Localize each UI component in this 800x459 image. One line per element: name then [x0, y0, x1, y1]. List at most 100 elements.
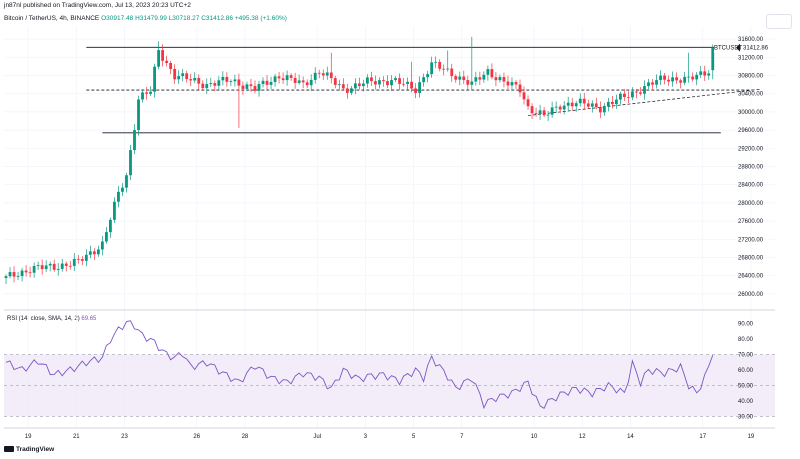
candle-body	[197, 77, 201, 84]
candle-body	[410, 81, 413, 89]
candle	[325, 66, 329, 80]
chart-control-button[interactable]	[766, 14, 792, 29]
ticker-label-bg	[714, 42, 738, 53]
candle-body	[205, 84, 209, 89]
candle-body	[438, 61, 442, 69]
candle-body	[56, 268, 60, 270]
candle	[72, 253, 76, 272]
candle	[643, 80, 646, 100]
candle	[466, 75, 470, 90]
candle	[241, 81, 245, 95]
candle	[418, 76, 422, 98]
candle	[647, 78, 650, 89]
candle	[502, 72, 506, 88]
candle	[542, 107, 546, 118]
candle-body	[173, 68, 177, 80]
candle-body	[414, 88, 418, 93]
candle	[80, 256, 84, 266]
candle	[450, 63, 454, 82]
candle	[265, 75, 269, 91]
candle	[249, 78, 253, 92]
candle-body	[402, 83, 405, 85]
candle	[574, 100, 578, 112]
candle	[297, 74, 301, 85]
candle	[169, 60, 173, 75]
price-tick-label: 29200.00	[738, 146, 764, 152]
price-tick-label: 29600.00	[738, 128, 764, 134]
candle-body	[353, 83, 357, 89]
candle	[229, 79, 233, 87]
candle	[217, 76, 221, 90]
candle	[631, 87, 634, 101]
candle	[353, 78, 357, 95]
candle	[554, 101, 558, 114]
candle	[221, 71, 225, 86]
candle	[522, 86, 526, 105]
candle	[337, 79, 341, 91]
candle-body	[153, 66, 156, 92]
candle-body	[333, 78, 337, 85]
ohlc-high: H31479.99	[135, 15, 167, 22]
candle-body	[213, 83, 217, 86]
candle	[406, 77, 409, 90]
candle-body	[121, 187, 124, 192]
price-marker-icon	[736, 43, 740, 52]
candle	[474, 71, 478, 86]
candle-body	[618, 93, 622, 100]
candle-body	[185, 73, 189, 80]
candle-body	[466, 80, 470, 85]
time-tick-label: 12	[579, 434, 586, 440]
candle	[104, 226, 108, 244]
time-tick-label: 17	[699, 434, 706, 440]
candle-body	[426, 74, 430, 78]
candle-body	[145, 92, 148, 94]
candle	[149, 86, 152, 96]
time-tick-label: 19	[25, 434, 32, 440]
rsi-tick-label: 50.00	[738, 383, 754, 389]
candle	[707, 70, 711, 80]
candle	[498, 74, 502, 83]
candle	[64, 261, 68, 272]
candle-body	[578, 98, 582, 104]
candle-body	[643, 86, 646, 94]
candle-body	[261, 80, 265, 85]
candle	[578, 93, 582, 107]
candle	[614, 94, 618, 109]
candle-body	[558, 106, 562, 110]
candle	[225, 72, 229, 87]
candle-body	[96, 249, 100, 255]
candle-body	[345, 88, 349, 93]
candle	[269, 76, 273, 90]
candle	[76, 254, 80, 264]
candle-body	[317, 72, 321, 74]
candle-body	[707, 73, 711, 76]
candle	[313, 67, 317, 84]
candle	[12, 266, 16, 283]
candle	[703, 65, 707, 81]
candle	[28, 266, 32, 278]
candle-body	[137, 99, 140, 131]
candle	[699, 65, 703, 79]
price-tick-label: 27200.00	[738, 237, 764, 243]
time-tick-label: 14	[627, 434, 634, 440]
candle	[659, 70, 662, 86]
support-trendline	[527, 88, 761, 116]
time-tick-label: 3	[364, 434, 368, 440]
candle-body	[52, 263, 56, 270]
rsi-tick-label: 70.00	[738, 353, 754, 359]
candle-body	[273, 76, 277, 82]
candle-body	[574, 103, 578, 107]
candle-body	[458, 76, 462, 80]
candle-body	[68, 265, 72, 267]
rsi-tick-label: 30.00	[738, 414, 754, 420]
candle	[341, 78, 345, 91]
candle-body	[434, 61, 438, 63]
candle-body	[386, 81, 389, 86]
candle	[711, 44, 715, 80]
candle	[133, 124, 136, 155]
candle	[546, 110, 550, 122]
candle-body	[349, 88, 353, 93]
candle-body	[321, 73, 325, 76]
candle-body	[165, 60, 169, 63]
